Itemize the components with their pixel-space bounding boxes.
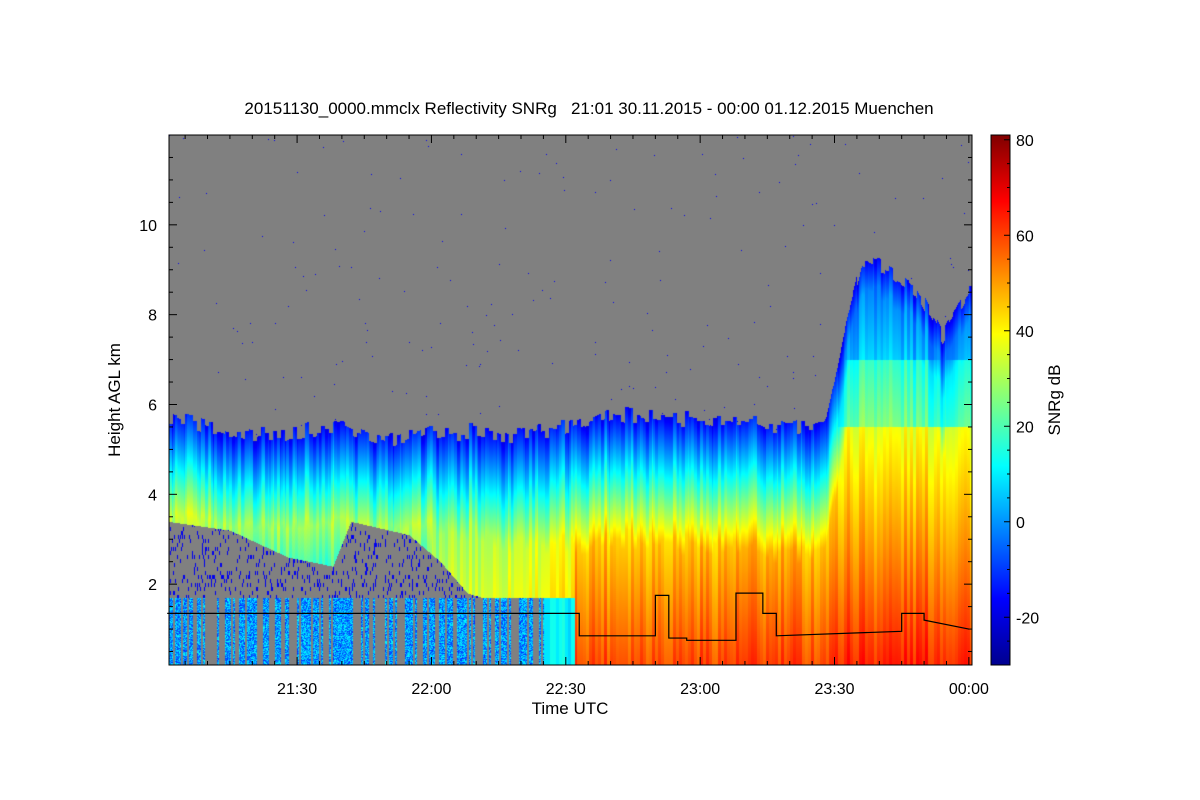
- x-tick-label: 00:00: [949, 681, 989, 698]
- x-tick-label: 23:30: [814, 681, 854, 698]
- x-axis-label: Time UTC: [532, 699, 609, 718]
- colorbar-tick-label: 40: [1016, 324, 1034, 341]
- x-tick-label: 23:00: [680, 681, 720, 698]
- reflectivity-heatmap: [169, 135, 972, 665]
- plot-frame: [168, 134, 973, 666]
- ceilometer-cloud-base-line: [167, 592, 969, 641]
- heatmap-field-container: [169, 135, 972, 665]
- colorbar-axis: -20 0 20 40 60 80: [1004, 133, 1039, 642]
- x-tick-label: 22:30: [546, 681, 586, 698]
- colorbar-tick-label: 60: [1016, 228, 1034, 245]
- colorbar-tick-label: -20: [1016, 610, 1039, 627]
- x-tick-label: 21:30: [277, 681, 317, 698]
- y-tick-label: 8: [148, 308, 157, 325]
- y-axis: 2 4 6 8 10: [139, 134, 972, 653]
- chart-title: 20151130_0000.mmclx Reflectivity SNRg 21…: [244, 99, 933, 118]
- y-tick-label: 6: [148, 397, 157, 414]
- y-axis-label: Height AGL km: [105, 343, 124, 457]
- y-tick-label: 4: [148, 487, 157, 504]
- colorbar-tick-label: 80: [1016, 133, 1034, 150]
- x-tick-label: 22:00: [411, 681, 451, 698]
- colorbar-label: SNRg dB: [1045, 365, 1064, 436]
- colorbar: [990, 134, 1011, 666]
- y-tick-label: 10: [139, 218, 157, 235]
- colorbar-tick-label: 0: [1016, 515, 1025, 532]
- y-tick-label: 2: [148, 577, 157, 594]
- x-axis: 21:30 22:00 22:30 23:00 23:30 00:00: [184, 135, 989, 698]
- colorbar-tick-label: 20: [1016, 419, 1034, 436]
